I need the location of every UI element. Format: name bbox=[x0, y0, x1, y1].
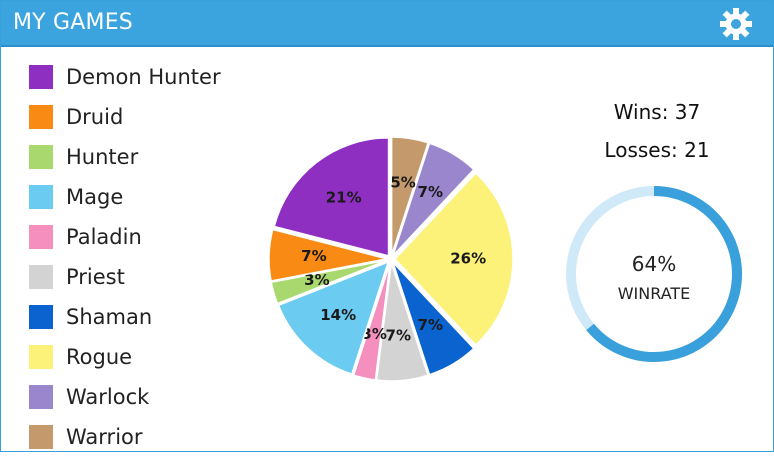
legend-swatch bbox=[29, 145, 53, 169]
pie-slice-priest bbox=[375, 262, 429, 382]
pie-label-hunter: 3% bbox=[304, 271, 329, 289]
legend-swatch bbox=[29, 305, 53, 329]
losses-text: Losses: 21 bbox=[604, 138, 710, 162]
pie-label-priest: 7% bbox=[386, 326, 411, 344]
legend-item-hunter: Hunter bbox=[29, 139, 269, 179]
legend-swatch bbox=[29, 65, 53, 89]
legend-swatch bbox=[29, 385, 53, 409]
pie-slice-warrior bbox=[390, 136, 430, 256]
legend-label: Warrior bbox=[66, 425, 143, 449]
pie-slice-rogue bbox=[393, 171, 514, 347]
legend-label: Druid bbox=[66, 105, 124, 129]
legend-swatch bbox=[29, 425, 53, 449]
panel-header: MY GAMES bbox=[1, 1, 773, 47]
winrate-ring-fill bbox=[586, 186, 742, 362]
legend-label: Demon Hunter bbox=[66, 65, 221, 89]
pie-label-demon-hunter: 21% bbox=[326, 189, 362, 207]
pie-slice-druid bbox=[268, 228, 388, 282]
legend-item-rogue: Rogue bbox=[29, 339, 269, 379]
pie-label-warlock: 7% bbox=[418, 183, 443, 201]
legend-label: Priest bbox=[66, 265, 125, 289]
legend-label: Paladin bbox=[66, 225, 142, 249]
legend-label: Rogue bbox=[66, 345, 133, 369]
legend-swatch bbox=[29, 185, 53, 209]
pie-slice-shaman bbox=[392, 261, 475, 376]
pie-label-druid: 7% bbox=[301, 247, 326, 265]
legend-label: Shaman bbox=[66, 305, 153, 329]
pie-slice-demon-hunter bbox=[273, 137, 390, 257]
legend-item-shaman: Shaman bbox=[29, 299, 269, 339]
legend-item-demon-hunter: Demon Hunter bbox=[29, 59, 269, 99]
pie-label-mage: 14% bbox=[320, 306, 356, 324]
legend-label: Hunter bbox=[66, 145, 139, 169]
pie-slice-warlock bbox=[392, 142, 475, 257]
legend-label: Mage bbox=[66, 185, 124, 209]
winrate-label: WINRATE bbox=[618, 284, 691, 303]
legend-item-druid: Druid bbox=[29, 99, 269, 139]
legend-swatch bbox=[29, 345, 53, 369]
legend-swatch bbox=[29, 225, 53, 249]
legend-item-warrior: Warrior bbox=[29, 419, 269, 459]
class-pie-chart: 5%7%26%7%7%3%14%3%7%21% bbox=[268, 136, 514, 382]
panel-title: MY GAMES bbox=[13, 10, 133, 35]
pie-label-warrior: 5% bbox=[390, 173, 415, 191]
pie-label-shaman: 7% bbox=[418, 316, 443, 334]
legend-item-mage: Mage bbox=[29, 179, 269, 219]
legend-swatch bbox=[29, 265, 53, 289]
gear-icon[interactable] bbox=[719, 7, 753, 41]
legend-item-paladin: Paladin bbox=[29, 219, 269, 259]
wins-text: Wins: 37 bbox=[613, 100, 701, 124]
legend-item-warlock: Warlock bbox=[29, 379, 269, 419]
chart-legend: Demon Hunter Druid Hunter Mage Paladin Priest… bbox=[29, 59, 269, 459]
legend-item-priest: Priest bbox=[29, 259, 269, 299]
winrate-ring: 64% WINRATE bbox=[566, 186, 742, 362]
pie-slice-mage bbox=[277, 260, 390, 376]
pie-label-rogue: 26% bbox=[450, 250, 486, 268]
pie-slice-paladin bbox=[352, 262, 391, 381]
legend-swatch bbox=[29, 105, 53, 129]
pie-slice-hunter bbox=[270, 259, 388, 305]
winrate-percent: 64% bbox=[632, 252, 676, 276]
pie-label-paladin: 3% bbox=[361, 325, 386, 343]
legend-label: Warlock bbox=[66, 385, 150, 409]
